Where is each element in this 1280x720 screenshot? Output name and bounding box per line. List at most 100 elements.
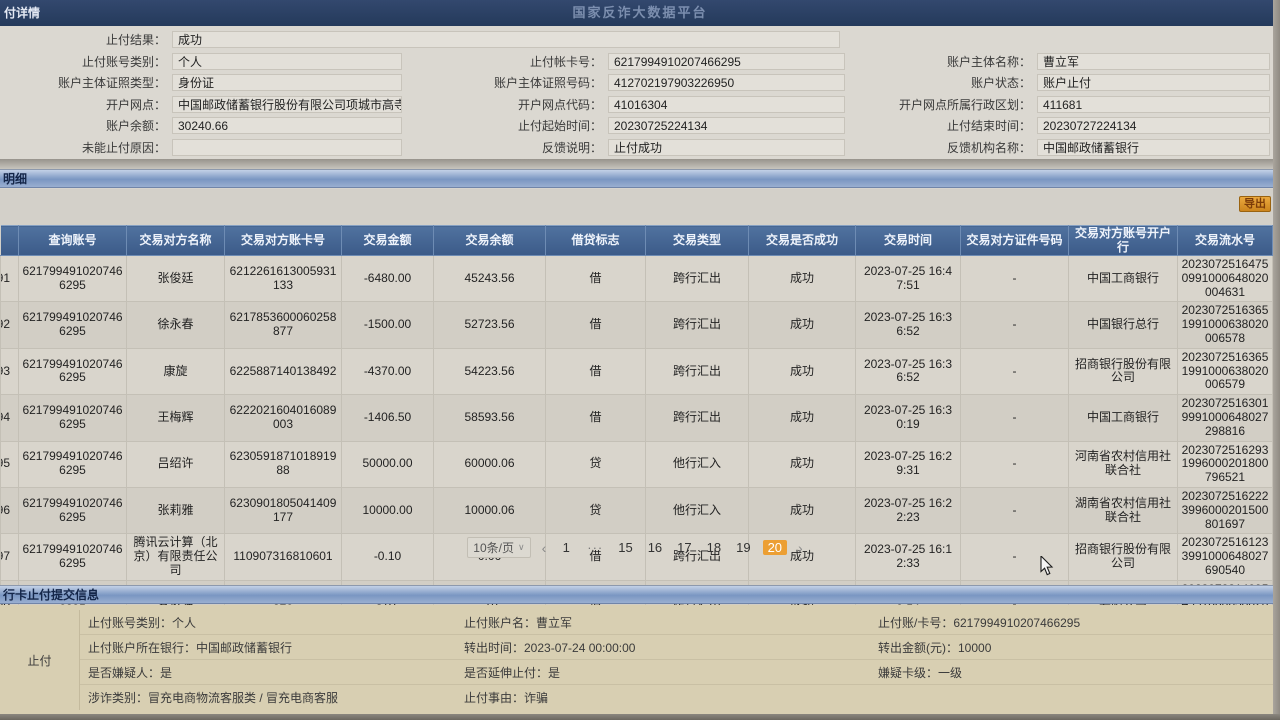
cell-dc-flag: 借 [545,347,646,396]
cell-counterparty: 徐永春 [126,301,225,349]
field-value[interactable]: 6217994910207466295 [608,52,845,70]
detail-section-title: 明细 [3,172,28,186]
cell-counterparty-id: - [960,533,1069,581]
field-label: 开户网点代码： [517,97,602,112]
export-button[interactable]: 导出 [1239,196,1271,212]
submit-field: 涉诈类别：冒充电商物流客服类 / 冒充电商客服 [88,691,339,705]
submit-field: 止付账户所在银行：中国邮政储蓄银行 [80,635,456,660]
cell-counterparty-card: 623059187101891988 [224,440,342,488]
cell-dc-flag: 借 [545,301,646,349]
cell-success: 成功 [748,301,856,349]
cell-query-account: 6217994910207466295 [18,486,127,535]
field-value[interactable]: 中国邮政储蓄银行 [1037,138,1270,156]
field-label: 止付起始时间： [517,119,602,134]
field-value[interactable]: 411681 [1037,95,1270,113]
cell-type: 跨行汇出 [645,301,749,349]
page-number-15[interactable]: 15 [618,540,633,555]
cell-time: 2023-07-25 16:30:19 [855,394,961,442]
cell-flow-no: 20230725163019991000648027298816 [1177,394,1273,442]
page-number-16[interactable]: 16 [647,540,663,555]
column-header: 交易对方名称 [126,225,225,256]
cell-seq: 197 [0,533,19,581]
page-number-19[interactable]: 19 [736,540,751,555]
column-header: 交易金额 [341,225,434,256]
submit-field: 止付事由：诈骗 [464,691,549,705]
field-label: 账户主体证照号码： [493,76,602,91]
field-label: 账户主体名称： [946,54,1031,69]
field-value[interactable]: 20230725224134 [608,117,845,135]
submit-field: 嫌疑卡级：一级 [870,660,1280,685]
cell-counterparty: 康旋 [126,347,225,396]
cell-counterparty-bank: 中国工商银行 [1068,394,1178,442]
cell-type: 跨行汇出 [645,533,749,581]
cell-counterparty-bank: 中国工商银行 [1068,254,1178,303]
cell-balance: 54223.56 [433,347,546,396]
cell-balance: 58593.56 [433,394,546,442]
transaction-table-section: 导出 查询账号 交易对方名称 交易对方账卡号 交易金额 交易余额 借贷标志 交易类型 交易是否… [0,189,1280,628]
cell-query-account: 6217994910207466295 [18,440,127,488]
column-header: 交易时间 [855,225,961,256]
field-label: 账户状态： [970,76,1031,91]
submit-info-section: 止付 止付账号类别：个人 止付账户名：曹立军 止付账/卡号：6217994910207… [0,605,1280,714]
cell-time: 2023-07-25 16:36:52 [855,347,961,396]
field-value[interactable]: 20230727224134 [1037,117,1270,135]
field-value[interactable]: 中国邮政储蓄银行股份有限公司项城市高寺... [172,95,402,113]
cell-flow-no: 20230725164750991000648020004631 [1177,254,1273,303]
prev-page-button[interactable]: ‹ [541,539,547,556]
submit-section-header: 行卡止付提交信息 [0,585,1280,604]
cell-counterparty-bank: 招商银行股份有限公司 [1068,347,1178,396]
cell-counterparty: 腾讯云计算（北京）有限责任公司 [126,533,225,581]
page-title: 付详情 [4,6,41,20]
page-ellipsis[interactable]: ··· [587,540,604,555]
title-bar: 国家反诈大数据平台 付详情 [0,0,1280,26]
cell-query-account: 6217994910207466295 [18,254,127,303]
column-header: 交易是否成功 [748,225,856,256]
field-value[interactable]: 30240.66 [172,117,402,135]
cell-success: 成功 [748,254,856,303]
cell-type: 跨行汇出 [645,394,749,442]
submit-field: 是否延伸止付：是 [456,660,870,685]
field-label: 反馈说明： [541,140,602,155]
column-header: 查询账号 [18,225,127,256]
cell-balance: 45243.56 [433,254,546,303]
page-number-18[interactable]: 18 [706,540,722,555]
cell-counterparty-id: - [960,254,1069,303]
cell-counterparty-bank: 河南省农村信用社联合社 [1068,440,1178,488]
page-number-20[interactable]: 20 [762,540,788,555]
page-number-17[interactable]: 17 [677,540,692,555]
cell-balance: 52723.56 [433,301,546,349]
field-value[interactable]: 412702197903226950 [608,74,845,92]
cell-dc-flag: 贷 [545,440,646,488]
column-header: 交易对方证件号码 [960,225,1069,256]
cell-flow-no: 20230725162931996000201800796521 [1177,440,1273,488]
platform-title: 国家反诈大数据平台 [572,5,708,20]
cell-success: 成功 [748,394,856,442]
page-number-1[interactable]: 1 [562,540,570,555]
cell-counterparty: 张莉雅 [126,486,225,535]
cell-counterparty-card: 110907316810601 [224,533,342,581]
submit-field: 止付账/卡号：6217994910207466295 [870,610,1280,635]
field-value[interactable]: 止付成功 [608,138,845,156]
field-value[interactable]: 41016304 [608,95,845,113]
cell-balance: 10000.06 [433,486,546,535]
cell-success: 成功 [748,347,856,396]
cell-counterparty-bank: 招商银行股份有限公司 [1068,533,1178,581]
page-size-select[interactable]: 10条/页 ∨ [467,537,531,558]
cell-type: 跨行汇出 [645,254,749,303]
stop-payment-detail-form: 止付结果： 成功 止付账号类别： 个人 止付帐卡号： 621799491020746629… [0,26,1280,162]
field-value[interactable]: 账户止付 [1037,74,1270,92]
cell-dc-flag: 贷 [545,486,646,535]
field-label: 反馈机构名称： [946,140,1031,155]
cell-seq: 196 [0,486,19,535]
field-value[interactable]: 成功 [172,31,840,49]
cell-counterparty-card: 6230901805041409177 [224,486,342,535]
cell-amount: -1406.50 [341,394,434,442]
field-value[interactable]: 曹立军 [1037,52,1270,70]
field-value[interactable]: 个人 [172,52,402,70]
field-value[interactable] [172,138,402,156]
next-page-button[interactable]: › [798,539,803,556]
cell-counterparty: 吕绍许 [126,440,225,488]
field-value[interactable]: 身份证 [172,74,402,92]
pagination: 10条/页 ∨ ‹ 1 ··· 15 16 17 18 19 20 › [0,537,1272,558]
